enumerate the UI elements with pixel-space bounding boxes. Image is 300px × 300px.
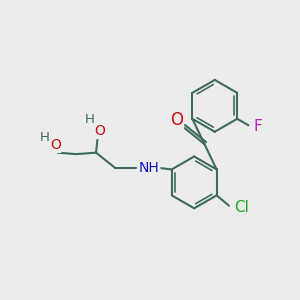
Text: NH: NH: [139, 161, 160, 175]
Text: H: H: [84, 113, 94, 126]
Text: Cl: Cl: [234, 200, 249, 214]
Text: F: F: [254, 119, 262, 134]
Text: H: H: [40, 131, 50, 144]
Text: O: O: [50, 138, 61, 152]
Text: O: O: [94, 124, 105, 138]
Text: O: O: [170, 111, 183, 129]
